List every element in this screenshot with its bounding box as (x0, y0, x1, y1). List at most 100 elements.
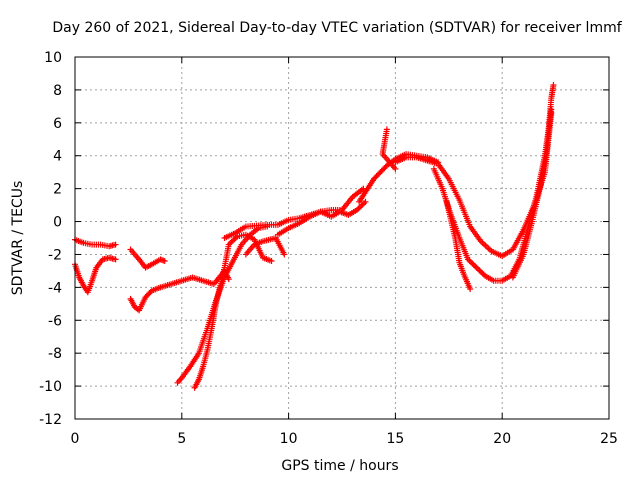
series-arc-11 (392, 109, 555, 260)
data-point (473, 264, 480, 271)
data-point (230, 237, 237, 244)
data-point (177, 376, 184, 383)
series-arc-12 (430, 106, 555, 284)
data-point (198, 277, 205, 284)
data-point (166, 281, 173, 288)
x-axis-title: GPS time / hours (281, 458, 398, 474)
data-point (479, 270, 486, 277)
data-point (374, 171, 381, 178)
data-point (194, 351, 201, 358)
data-point (451, 232, 458, 239)
data-point (477, 268, 484, 275)
data-point (177, 278, 184, 285)
y-tick-label: -4 (48, 280, 62, 296)
data-point (528, 220, 535, 227)
data-point (280, 249, 287, 256)
y-tick-label: 10 (44, 50, 62, 66)
data-point (390, 164, 397, 171)
data-point (283, 217, 290, 224)
series-outliers (379, 126, 399, 172)
data-point (186, 364, 193, 371)
series-arc-1 (72, 236, 119, 250)
data-point (208, 327, 215, 334)
data-point (466, 221, 473, 228)
data-point (78, 239, 85, 246)
data-point (258, 238, 265, 245)
data-point (88, 279, 95, 286)
data-point (230, 230, 237, 237)
y-tick-label: 6 (53, 116, 62, 132)
data-point (231, 236, 238, 243)
axis-ticks (74, 56, 610, 420)
data-point (455, 195, 462, 202)
data-point (241, 224, 248, 231)
x-tick-label: 10 (280, 431, 298, 447)
series-arc-2 (72, 254, 119, 296)
data-point (203, 348, 210, 355)
data-point (110, 241, 117, 248)
data-point (272, 221, 279, 228)
y-tick-label: 8 (53, 83, 62, 99)
data-point (294, 215, 301, 222)
chart-title: Day 260 of 2021, Sidereal Day-to-day VTE… (52, 20, 622, 36)
y-tick-label: -8 (48, 346, 62, 362)
data-point (472, 263, 479, 270)
data-point (228, 238, 235, 245)
data-point (110, 255, 117, 262)
data-point (75, 272, 82, 279)
data-point (79, 281, 86, 288)
data-point (379, 149, 386, 156)
data-point (519, 228, 526, 235)
x-tick-label: 15 (386, 431, 404, 447)
grid-lines (75, 57, 609, 419)
y-tick-label: -2 (48, 247, 62, 263)
data-point (237, 243, 244, 250)
y-tick-label: -6 (48, 313, 62, 329)
y-tick-label: 2 (53, 182, 62, 198)
data-point (212, 302, 219, 309)
data-point (444, 174, 451, 181)
data-point (476, 267, 483, 274)
data-point (460, 269, 467, 276)
data-point (550, 83, 557, 90)
data-points (72, 81, 557, 391)
tick-labels: 0 5 10 15 20 25 -12 -10 -8 -6 -4 -2 0 2 4 6 8 10 (39, 50, 618, 447)
data-point (469, 260, 476, 267)
series-arc-3 (127, 246, 168, 271)
data-point (438, 183, 445, 190)
data-point (199, 365, 206, 372)
data-point (250, 243, 256, 250)
data-point (361, 200, 368, 207)
y-tick-label: -12 (39, 412, 62, 428)
data-point (464, 254, 471, 261)
data-point (216, 284, 223, 291)
data-point (195, 378, 202, 385)
plot-frame (74, 56, 610, 420)
data-point (266, 257, 273, 264)
data-point (401, 155, 408, 162)
data-point (486, 246, 493, 253)
series-arc-5 (174, 223, 271, 386)
data-point (352, 208, 359, 215)
data-point (134, 254, 141, 261)
data-point (470, 261, 477, 268)
y-tick-label: -10 (39, 379, 62, 395)
data-point (476, 236, 483, 243)
data-point (363, 187, 370, 194)
data-point (348, 195, 355, 202)
y-tick-label: 0 (53, 215, 62, 231)
y-axis-title: SDTVAR / TECUs (10, 181, 26, 296)
data-point (508, 247, 515, 254)
series-arc-7 (242, 235, 288, 258)
data-point (221, 266, 228, 273)
data-point (305, 214, 312, 221)
series-arc-14 (509, 81, 557, 281)
data-point (283, 226, 290, 233)
data-point (382, 163, 389, 170)
data-point (209, 280, 216, 287)
data-point (506, 273, 513, 280)
data-point (294, 221, 301, 228)
data-point (362, 198, 369, 205)
data-point (519, 253, 526, 260)
